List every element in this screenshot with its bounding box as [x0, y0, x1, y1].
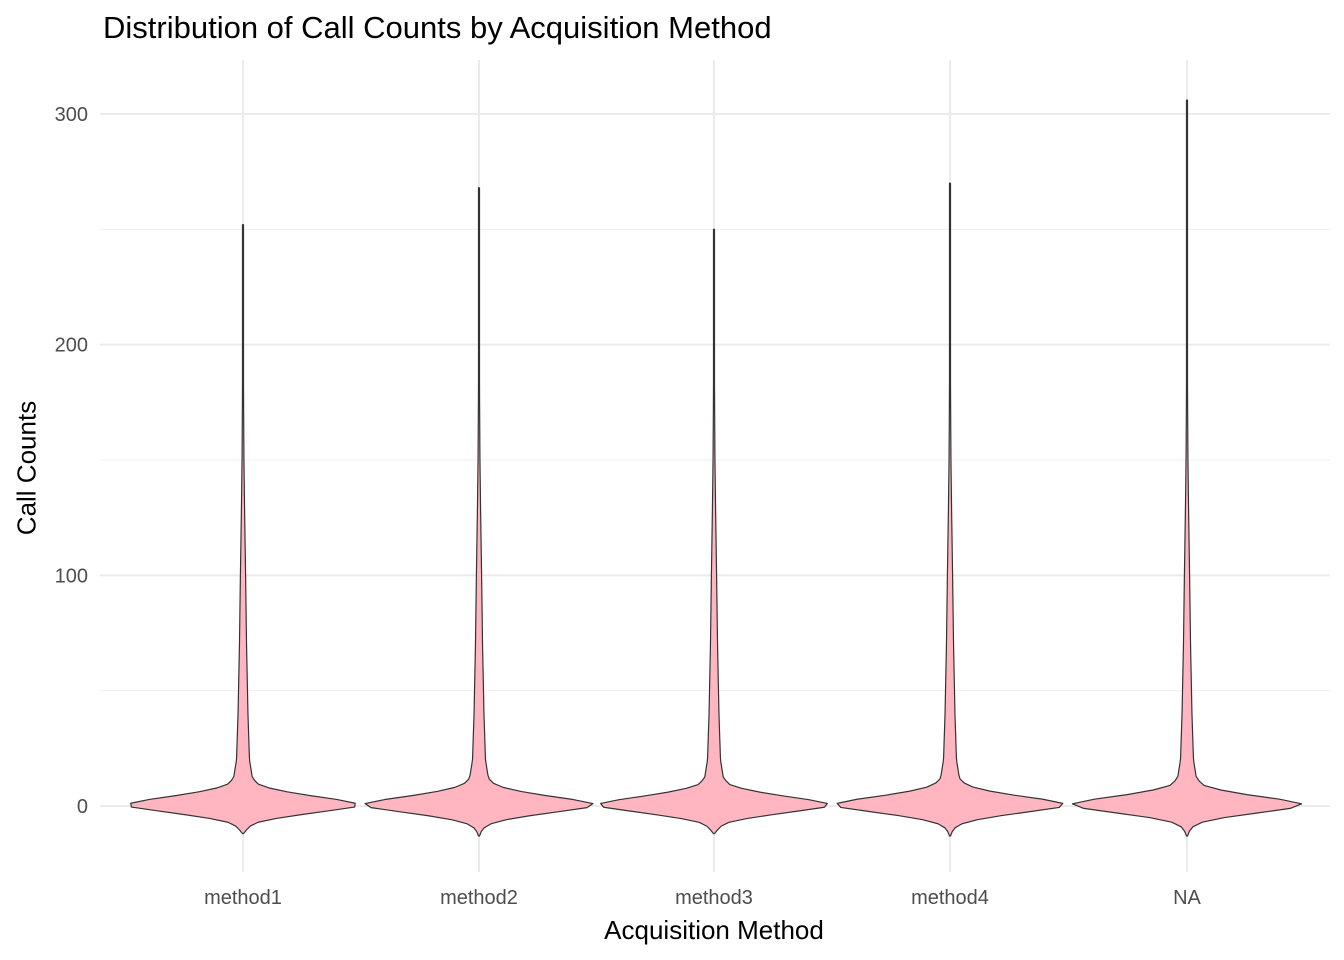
x-tick-label: method1 [204, 887, 282, 909]
violin-method3 [600, 228, 828, 835]
y-tick-label: 300 [55, 104, 88, 126]
violin-method2 [364, 187, 594, 837]
violins [130, 99, 1303, 837]
violin-method4 [836, 182, 1064, 837]
x-axis-label: Acquisition Method [604, 915, 824, 945]
y-tick-label: 0 [77, 796, 88, 818]
x-tick-label: method2 [440, 887, 518, 909]
violin-NA [1071, 99, 1303, 837]
y-tick-labels: 0 100 200 300 [55, 104, 88, 818]
x-tick-label: method4 [911, 887, 989, 909]
y-tick-label: 200 [55, 335, 88, 357]
x-tick-label: method3 [675, 887, 753, 909]
y-tick-label: 100 [55, 565, 88, 587]
violin-method1 [130, 224, 356, 835]
chart-title: Distribution of Call Counts by Acquisiti… [103, 10, 772, 45]
x-tick-labels: method1 method2 method3 method4 NA [204, 887, 1201, 909]
x-tick-label: NA [1173, 887, 1201, 909]
